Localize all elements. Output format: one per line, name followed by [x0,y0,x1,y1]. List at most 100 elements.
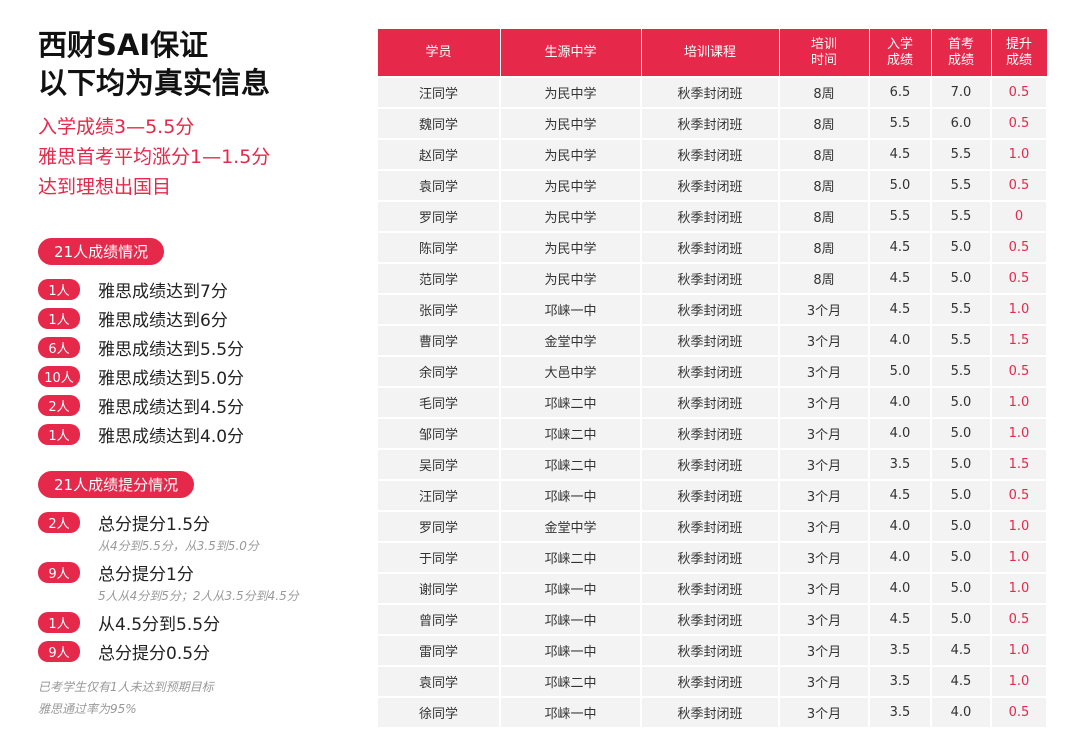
table-cell: 5.5 [930,169,992,202]
stat-item: 10人 雅思成绩达到5.0分 [38,362,358,391]
stat-text: 雅思成绩达到7分 [98,282,228,302]
count-badge: 1人 [38,308,80,329]
table-cell: 4.5 [868,262,932,295]
table-cell: 3个月 [778,541,870,574]
table-cell: 为民中学 [499,169,642,202]
table-cell: 曹同学 [376,324,501,357]
table-row: 汪同学 邛崃一中 秋季封闭班 3个月 4.5 5.0 0.5 [376,479,1048,512]
table-cell: 8周 [778,76,870,109]
table-cell: 4.0 [930,696,992,729]
stat-item: 1人 雅思成绩达到6分 [38,304,358,333]
table-cell: 5.0 [930,603,992,636]
header-row: 学员 生源中学 培训课程 培训 时间 入学 成绩 首考 成绩 提升 成绩 [376,28,1048,78]
title-line: 西财SAI保证 [38,28,209,62]
table-row: 毛同学 邛崃二中 秋季封闭班 3个月 4.0 5.0 1.0 [376,386,1048,419]
header-text: 首考 [947,36,974,52]
table-row: 余同学 大邑中学 秋季封闭班 3个月 5.0 5.5 0.5 [376,355,1048,388]
stat-text: 雅思成绩达到4.0分 [98,427,245,447]
table-row: 于同学 邛崃二中 秋季封闭班 3个月 4.0 5.0 1.0 [376,541,1048,574]
table-cell: 秋季封闭班 [640,479,780,512]
table-cell: 秋季封闭班 [640,634,780,667]
table-cell: 1.0 [990,417,1048,450]
header-cell: 生源中学 [499,28,642,78]
table-cell: 1.0 [990,665,1048,698]
table-cell: 秋季封闭班 [640,169,780,202]
count-badge: 1人 [38,424,80,445]
header-cell: 培训 时间 [778,28,870,78]
table-cell: 秋季封闭班 [640,231,780,264]
highlights: 入学成绩3—5.5分 雅思首考平均涨分1—1.5分 达到理想出国目 [38,112,358,202]
table-cell: 邛崃二中 [499,448,642,481]
table-cell: 范同学 [376,262,501,295]
table-cell: 3个月 [778,448,870,481]
highlight-line: 雅思首考平均涨分1—1.5分 [38,146,271,168]
stat-text: 从4.5分到5.5分 [98,615,221,635]
stats-section: 21人成绩情况 1人 雅思成绩达到7分 1人 雅思成绩达到6分 6人 雅思成绩达到5.5分 1… [38,202,358,449]
header-text: 提升 [1005,36,1032,52]
table-row: 汪同学 为民中学 秋季封闭班 8周 6.5 7.0 0.5 [376,76,1048,109]
table-cell: 为民中学 [499,138,642,171]
table-cell: 3个月 [778,324,870,357]
header-cell: 提升 成绩 [990,28,1048,78]
table-cell: 为民中学 [499,107,642,140]
table-cell: 为民中学 [499,200,642,233]
header-text: 生源中学 [544,44,597,60]
table-cell: 0.5 [990,231,1048,264]
table-cell: 赵同学 [376,138,501,171]
table-cell: 于同学 [376,541,501,574]
table-cell: 吴同学 [376,448,501,481]
table-cell: 为民中学 [499,262,642,295]
stat-item: 9人 总分提分0.5分 [38,637,358,666]
table-cell: 张同学 [376,293,501,326]
header-text: 成绩 [947,52,974,68]
header-text: 成绩 [886,52,913,68]
table-cell: 邛崃二中 [499,541,642,574]
table-cell: 邛崃二中 [499,386,642,419]
table-cell: 雷同学 [376,634,501,667]
table-cell: 5.0 [930,231,992,264]
table-cell: 罗同学 [376,510,501,543]
stat-note: 从4分到5.5分，从3.5到5.0分 [98,539,259,553]
highlight-line: 达到理想出国目 [38,176,172,198]
table-cell: 8周 [778,200,870,233]
table-cell: 3个月 [778,634,870,667]
table-cell: 秋季封闭班 [640,572,780,605]
table-cell: 1.0 [990,541,1048,574]
left-panel: 西财SAI保证 以下均为真实信息 入学成绩3—5.5分 雅思首考平均涨分1—1.5分达… [38,26,358,720]
table-row: 袁同学 邛崃二中 秋季封闭班 3个月 3.5 4.5 1.0 [376,665,1048,698]
table-cell: 秋季封闭班 [640,603,780,636]
table-cell: 3个月 [778,479,870,512]
table-cell: 1.0 [990,386,1048,419]
stat-item: 1人 从4.5分到5.5分 [38,608,358,637]
table-cell: 秋季封闭班 [640,541,780,574]
table-cell: 3个月 [778,510,870,543]
table-cell: 曾同学 [376,603,501,636]
table-cell: 5.0 [930,386,992,419]
table-cell: 邛崃一中 [499,293,642,326]
stat-item: 9人 总分提分1分 [38,558,358,587]
table-cell: 1.0 [990,572,1048,605]
table-row: 魏同学 为民中学 秋季封闭班 8周 5.5 6.0 0.5 [376,107,1048,140]
table-cell: 5.5 [868,200,932,233]
table-cell: 3.5 [868,634,932,667]
table-cell: 4.5 [930,665,992,698]
table-cell: 秋季封闭班 [640,138,780,171]
header-text: 培训 [810,36,837,52]
table-cell: 4.0 [868,541,932,574]
table-cell: 汪同学 [376,479,501,512]
table-cell: 1.0 [990,634,1048,667]
header-text: 培训课程 [683,44,736,60]
count-badge: 6人 [38,337,80,358]
table-cell: 0.5 [990,603,1048,636]
header-text: 入学 [886,36,913,52]
table-cell: 邛崃二中 [499,665,642,698]
table-cell: 1.0 [990,293,1048,326]
table-row: 谢同学 邛崃一中 秋季封闭班 3个月 4.0 5.0 1.0 [376,572,1048,605]
stat-text: 雅思成绩达到4.5分 [98,398,245,418]
table-cell: 金堂中学 [499,324,642,357]
table-cell: 袁同学 [376,665,501,698]
table-cell: 5.5 [930,293,992,326]
score-table: 学员 生源中学 培训课程 培训 时间 入学 成绩 首考 成绩 提升 成绩 汪同学 为民中学 秋季封闭班 8… [376,28,1048,729]
header-text: 时间 [810,52,837,68]
table-row: 张同学 邛崃一中 秋季封闭班 3个月 4.5 5.5 1.0 [376,293,1048,326]
